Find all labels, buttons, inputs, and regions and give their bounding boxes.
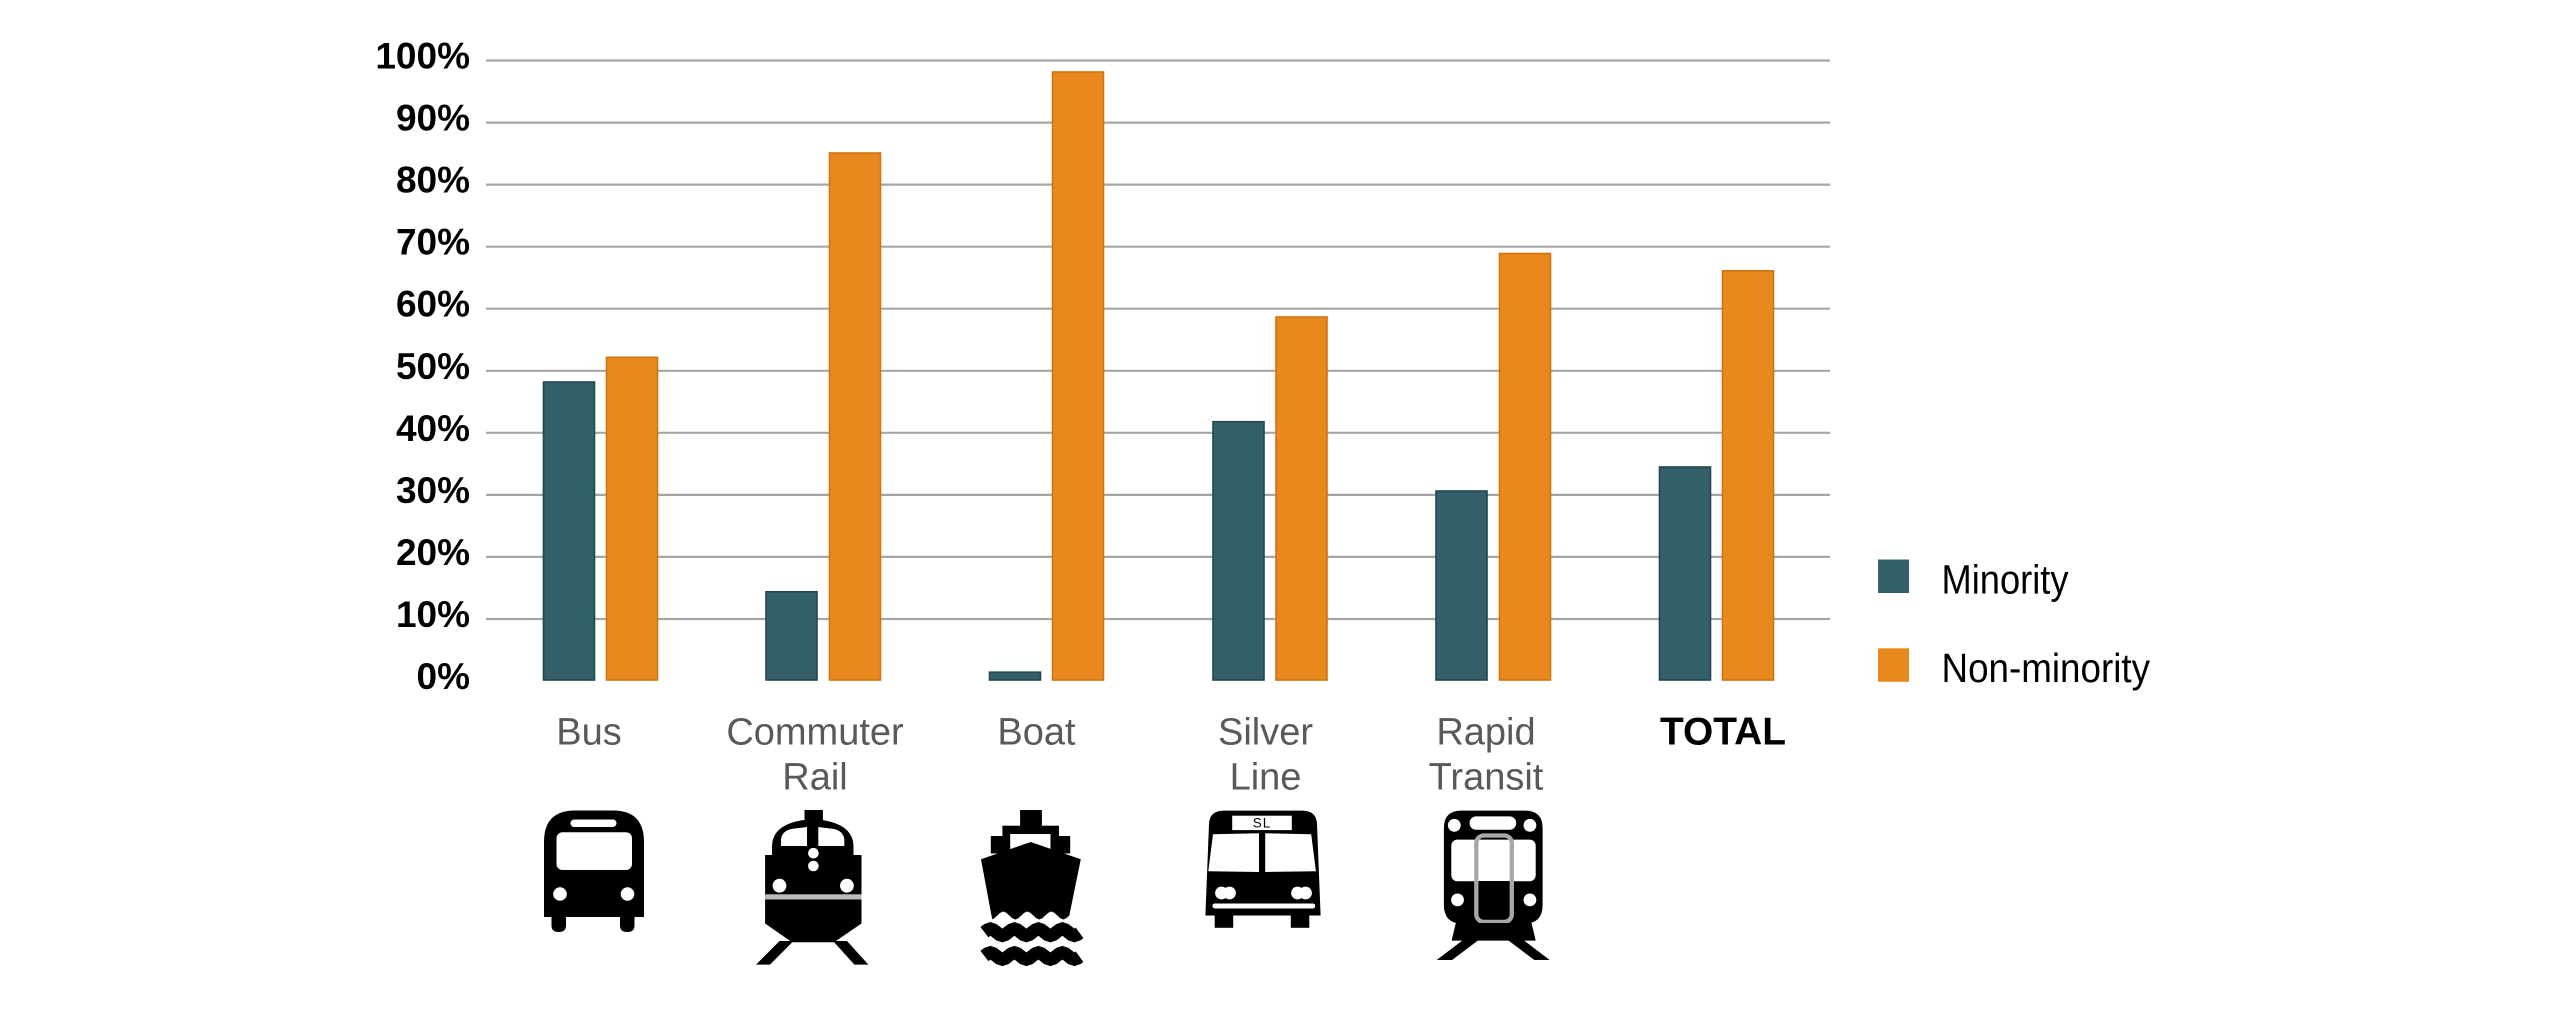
svg-text:Commuter: Commuter xyxy=(726,712,904,754)
svg-text:Rapid: Rapid xyxy=(1436,712,1535,754)
svg-text:Bus: Bus xyxy=(556,712,621,754)
svg-text:Boat: Boat xyxy=(997,712,1076,754)
svg-text:Line: Line xyxy=(1230,757,1302,799)
svg-text:Rail: Rail xyxy=(782,757,847,799)
svg-text:80%: 80% xyxy=(396,160,470,201)
svg-text:60%: 60% xyxy=(396,284,470,325)
svg-text:40%: 40% xyxy=(396,408,470,449)
svg-text:Transit: Transit xyxy=(1429,757,1544,799)
svg-text:100%: 100% xyxy=(375,36,470,77)
svg-text:SL: SL xyxy=(1253,816,1272,831)
svg-text:70%: 70% xyxy=(396,222,470,263)
svg-text:TOTAL: TOTAL xyxy=(1660,711,1786,754)
svg-text:20%: 20% xyxy=(396,532,470,573)
svg-text:Silver: Silver xyxy=(1218,712,1313,754)
svg-text:Minority: Minority xyxy=(1942,557,2069,603)
svg-text:Non-minority: Non-minority xyxy=(1942,645,2151,691)
svg-text:30%: 30% xyxy=(396,470,470,511)
svg-text:0%: 0% xyxy=(417,656,470,697)
svg-text:50%: 50% xyxy=(396,346,470,387)
svg-text:90%: 90% xyxy=(396,98,470,139)
svg-text:10%: 10% xyxy=(396,594,470,635)
